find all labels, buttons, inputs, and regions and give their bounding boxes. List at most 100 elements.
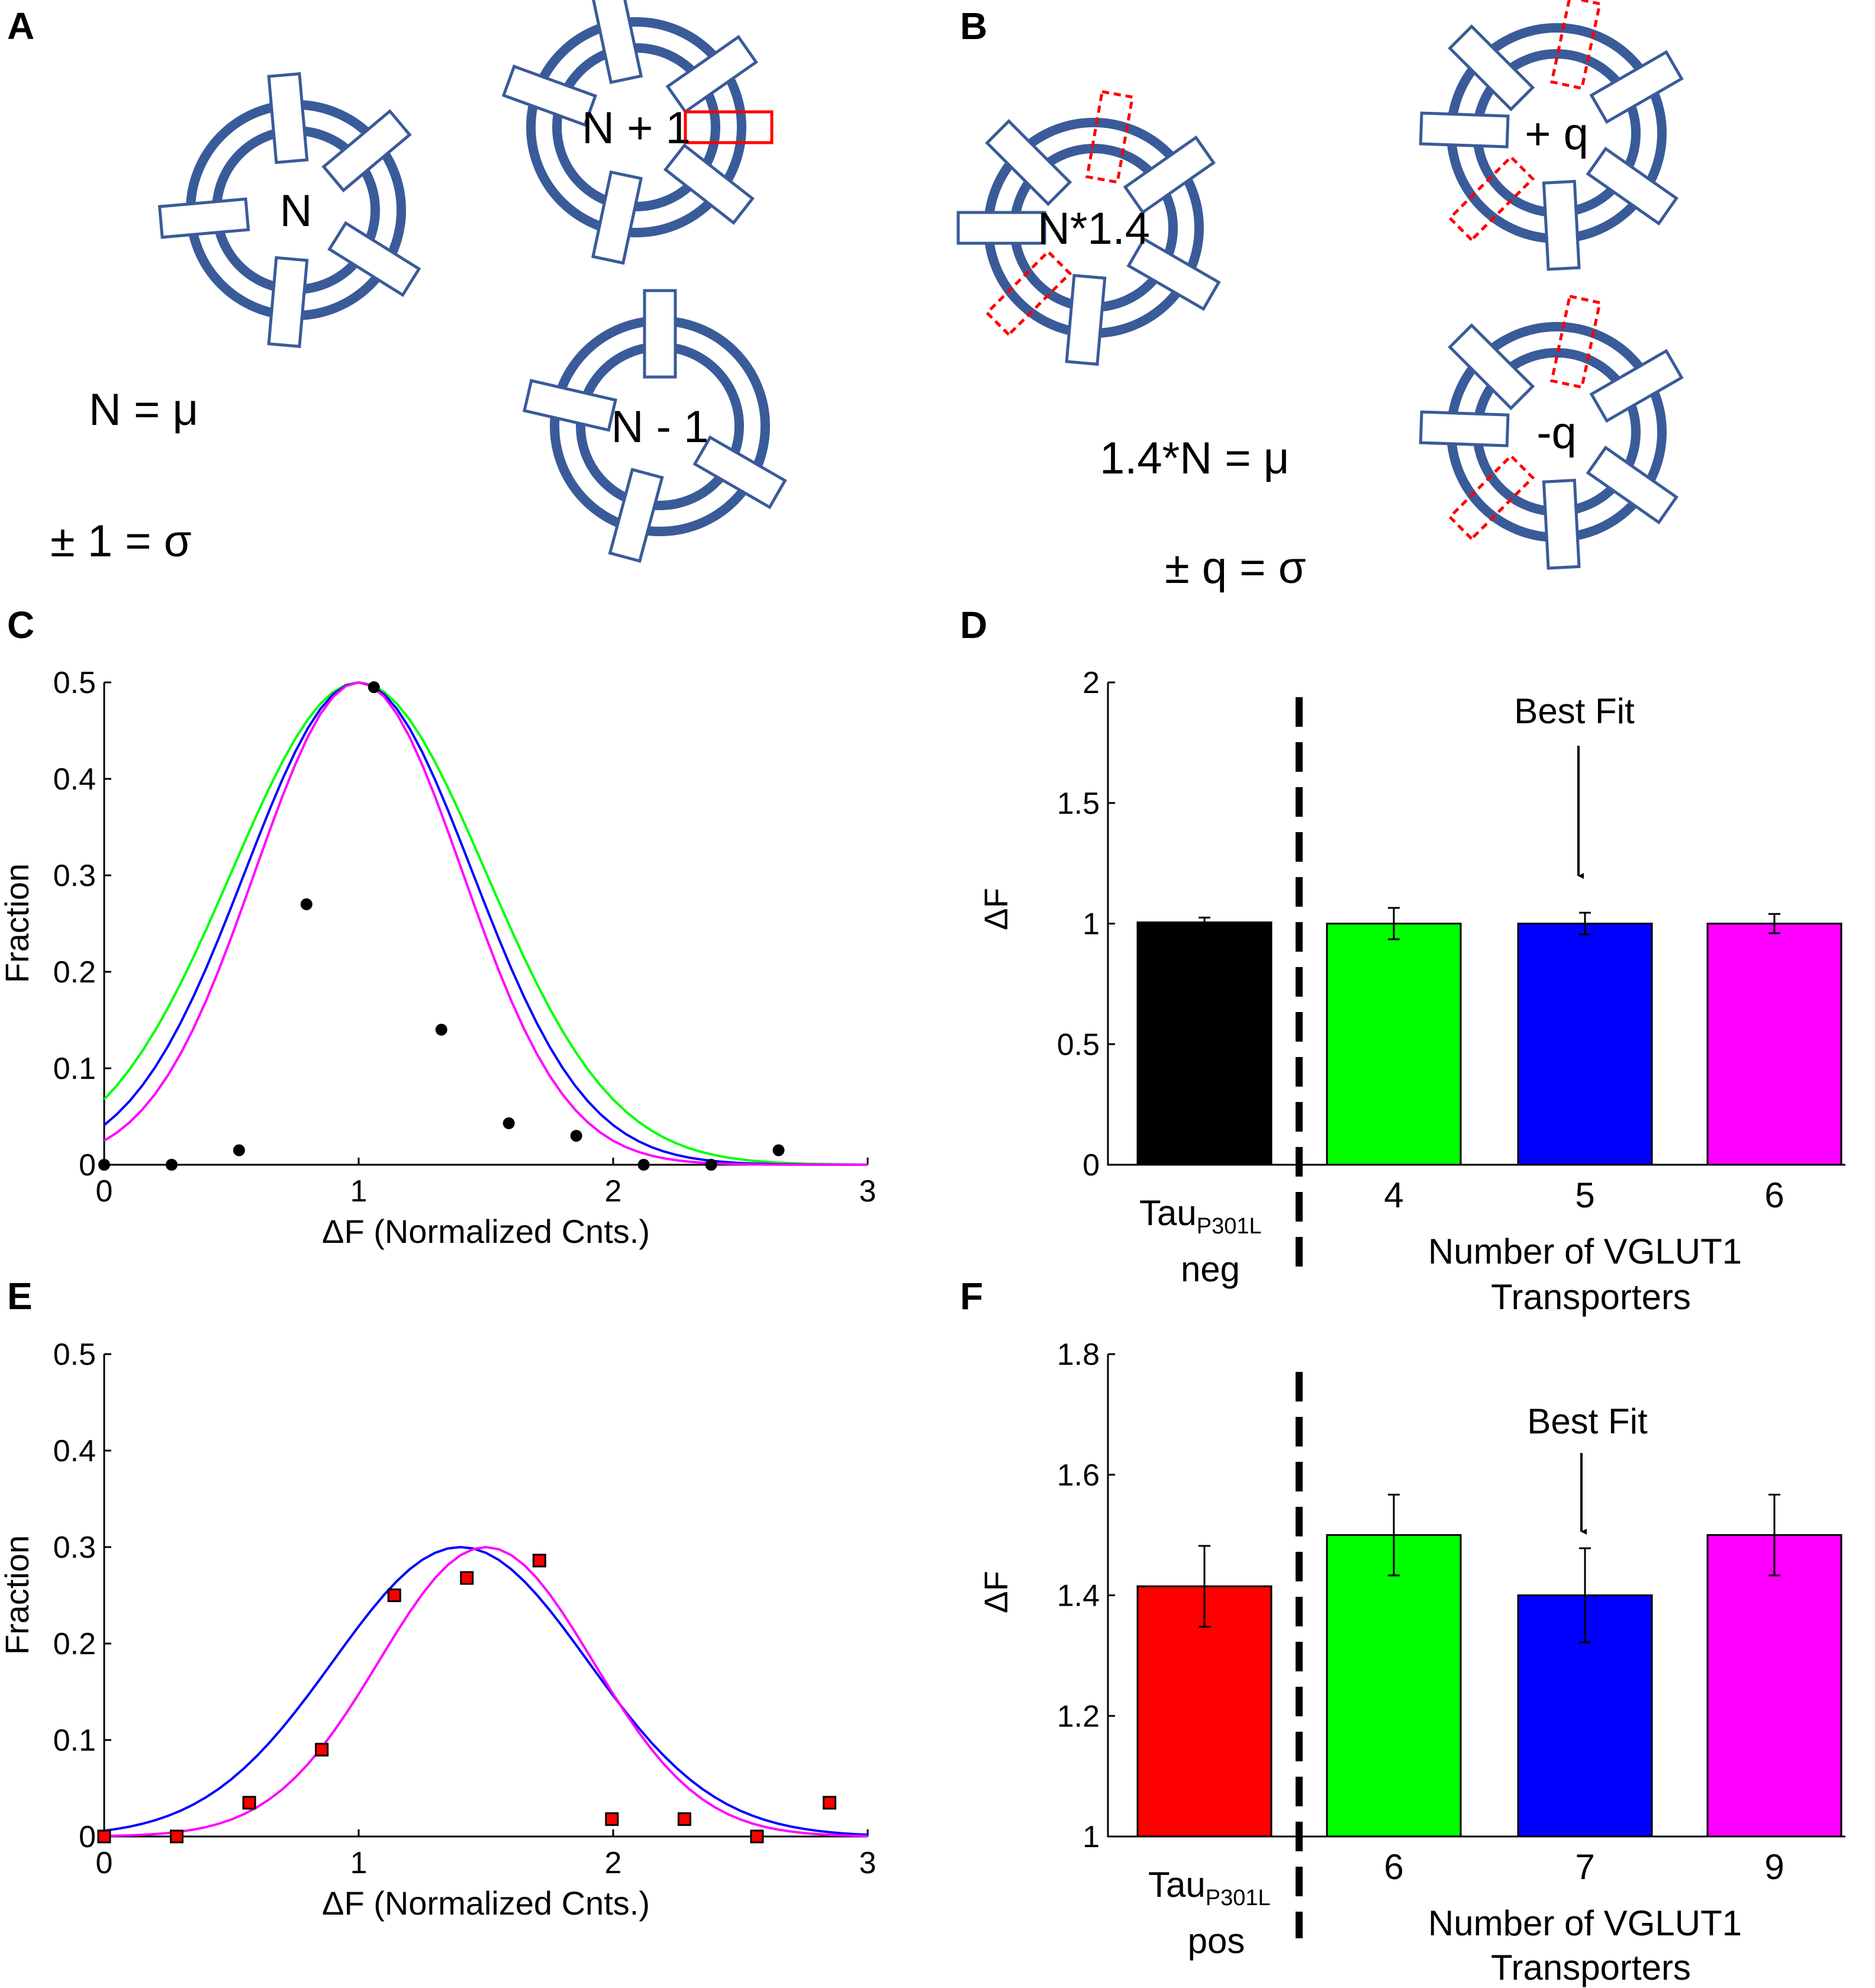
y-tick-label: 0.5 [53, 1338, 96, 1372]
vesicle-label-n-minus-1: N - 1 [611, 402, 709, 452]
data-point [532, 1554, 546, 1568]
x-tick-label: 0 [96, 1846, 113, 1880]
data-point [637, 1159, 650, 1171]
fit-curve [103, 681, 868, 1166]
y-tick-label: 0.2 [53, 955, 96, 990]
x-tick-label: 3 [859, 1846, 877, 1880]
y-tick-label: 1.5 [1057, 787, 1100, 821]
chart-d-best-fit-label: Best Fit [1514, 691, 1635, 731]
y-tick-label: 0.4 [53, 1434, 96, 1468]
sd-equation-b: ± q = σ [1165, 543, 1306, 593]
y-tick-label: 0.3 [53, 859, 96, 893]
y-tick-label: 0.3 [53, 1531, 96, 1565]
x-tick-label: 1 [350, 1174, 368, 1209]
y-tick-label: 1 [1083, 1820, 1100, 1854]
chart-e-ylabel: Fraction [0, 1535, 36, 1655]
y-tick-label: 2 [1083, 666, 1100, 700]
y-tick-label: 1.8 [1057, 1338, 1100, 1372]
x-tick-label: 4 [1384, 1175, 1403, 1215]
chart-f: 1 1.2 1.4 1.6 1.8 6 7 9 Best Fit TauP301L pos N… [977, 1338, 1845, 1987]
x-tick-label: 9 [1764, 1847, 1784, 1887]
fit-curve [104, 1545, 868, 1838]
y-tick-label: 0.4 [53, 762, 96, 797]
data-point [605, 1812, 619, 1826]
vesicle-label-n-1-4: N*1.4 [1038, 204, 1150, 254]
vesicle-n-1-4: N*1.4 [956, 90, 1221, 366]
data-point [98, 1159, 110, 1171]
chart-f-ylabel: ΔF [977, 1571, 1014, 1613]
y-tick-label: 0 [79, 1820, 96, 1854]
vesicle-label-n-plus-1: N + 1 [582, 103, 691, 153]
chart-d-xlabel-line1: Number of VGLUT1 [1428, 1232, 1742, 1271]
chart-f-best-fit-label: Best Fit [1527, 1401, 1648, 1441]
data-point [387, 1589, 401, 1602]
chart-d-xlabel-line2: Transporters [1491, 1277, 1691, 1317]
chart-f-xlabel-line2: Transporters [1491, 1948, 1691, 1987]
y-tick-label: 1.6 [1057, 1458, 1100, 1493]
data-point [772, 1144, 785, 1156]
panel-label-d: D [960, 604, 987, 646]
x-tick-label: 7 [1575, 1847, 1594, 1887]
sd-equation-a: ± 1 = σ [50, 516, 192, 566]
chart-f-xlabel-line1: Number of VGLUT1 [1428, 1903, 1742, 1943]
panel-label-b: B [960, 5, 987, 47]
chart-e-xlabel: ΔF (Normalized Cnts.) [322, 1884, 650, 1922]
chart-d: 0 0.5 1 1.5 2 4 5 6 Best Fit TauP301L neg Numbe… [977, 666, 1845, 1317]
data-point [242, 1796, 256, 1810]
bar [1517, 923, 1653, 1166]
x-tick-label: 6 [1384, 1847, 1403, 1887]
y-tick-label: 0.2 [53, 1627, 96, 1661]
x-tick-label: 2 [605, 1174, 622, 1209]
vesicle-plus-q: + q [1419, 0, 1684, 271]
data-point [97, 1829, 111, 1844]
bar [1136, 921, 1272, 1166]
y-tick-label: 0 [1083, 1148, 1100, 1183]
data-point [170, 1829, 184, 1844]
data-point [750, 1829, 764, 1844]
vesicle-n-plus-1: N + 1 [501, 0, 774, 265]
data-point [460, 1571, 474, 1585]
chart-d-ylabel: ΔF [977, 888, 1014, 930]
data-point [435, 1023, 447, 1036]
bar [1326, 1534, 1462, 1838]
data-point [300, 898, 312, 910]
chart-c-ylabel: Fraction [0, 863, 36, 983]
vesicle-label-plus-q: + q [1525, 109, 1589, 159]
x-tick-label: 2 [605, 1846, 622, 1880]
y-tick-label: 0 [79, 1148, 96, 1183]
data-point [165, 1159, 178, 1171]
fit-curve [104, 1545, 868, 1836]
chart-c: 0 1 2 3 0 0.1 0.2 0.3 0.4 0.5 ΔF (Normalized Cnts… [0, 666, 876, 1250]
data-point [705, 1159, 717, 1171]
x-tick-label: 5 [1575, 1175, 1594, 1215]
y-tick-label: 1.4 [1057, 1579, 1100, 1613]
vesicle-label-minus-q: -q [1536, 408, 1577, 458]
chart-e: 0 1 2 3 0 0.1 0.2 0.3 0.4 0.5 ΔF (Normalized Cnts… [0, 1338, 876, 1922]
x-tick-label: 3 [859, 1174, 877, 1209]
added-transporter [684, 110, 774, 144]
vesicle-n-minus-1: N - 1 [523, 289, 787, 563]
data-point [502, 1117, 515, 1129]
fit-curve [103, 681, 868, 1166]
data-point [315, 1742, 329, 1757]
vesicle-n: N [157, 72, 421, 349]
vesicle-label-n: N [280, 186, 312, 236]
chart-d-group-label: TauP301L [1139, 1193, 1262, 1239]
x-tick-label: 1 [350, 1846, 368, 1880]
mean-equation-b: 1.4*N = μ [1100, 433, 1290, 484]
data-point [368, 681, 380, 694]
panel-label-a: A [7, 5, 34, 47]
bar [1706, 1534, 1842, 1838]
panel-label-c: C [7, 604, 34, 646]
data-point [677, 1812, 691, 1826]
vesicle-minus-q: -q [1419, 294, 1684, 570]
chart-d-group-label-line2: neg [1181, 1249, 1240, 1289]
chart-c-xlabel: ΔF (Normalized Cnts.) [322, 1213, 650, 1250]
y-tick-label: 1.2 [1057, 1699, 1100, 1734]
y-tick-label: 1 [1083, 907, 1100, 942]
x-tick-label: 0 [96, 1174, 113, 1209]
panel-label-e: E [7, 1275, 33, 1317]
y-tick-label: 0.5 [1057, 1027, 1100, 1062]
x-tick-label: 6 [1764, 1175, 1784, 1215]
